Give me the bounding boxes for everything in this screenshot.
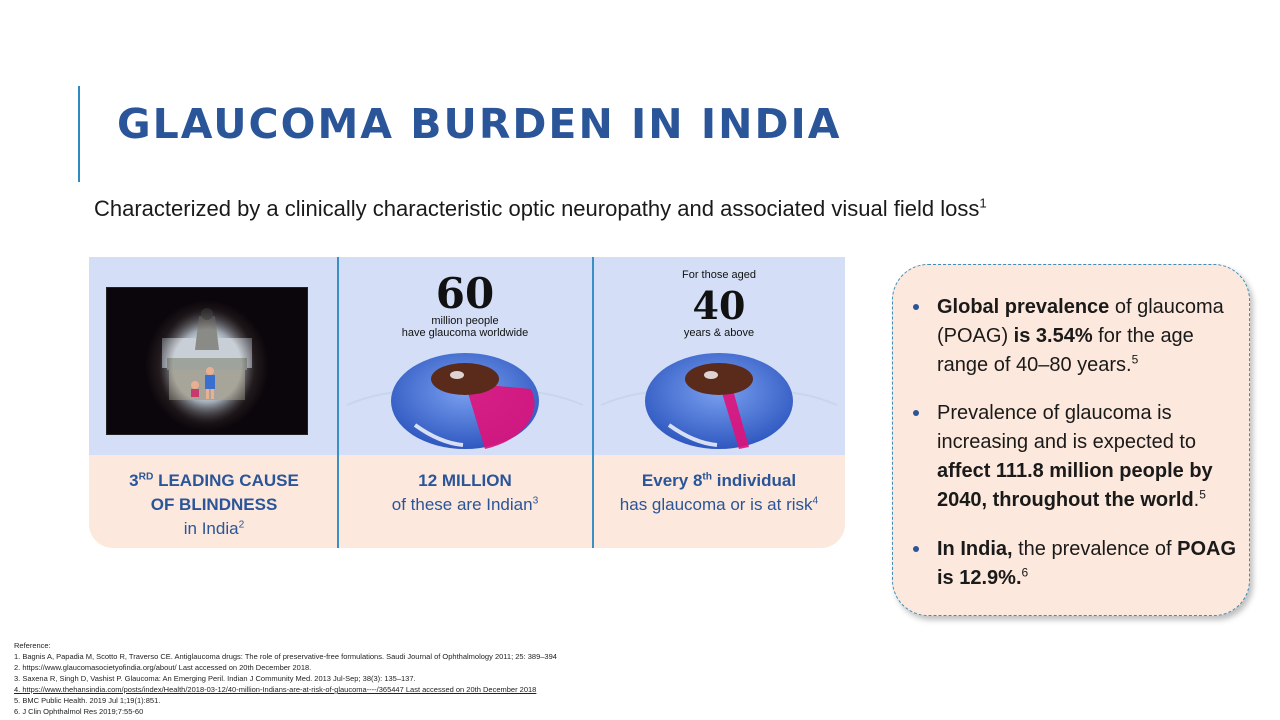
bullet-india-prevalence: In India, the prevalence of POAG is 12.9…: [913, 535, 1237, 593]
age-number: 40: [692, 283, 746, 328]
reference-item: 6. J Clin Ophthalmol Res 2019;7:55-60: [14, 707, 144, 716]
age-prefix: For those aged: [682, 269, 756, 281]
references: Reference: 1. Bagnis A, Papadia M, Scott…: [14, 640, 714, 717]
worldwide-label-b: have glaucoma worldwide: [401, 327, 529, 339]
reference-item: 1. Bagnis A, Papadia M, Scotto R, Traver…: [14, 652, 557, 661]
slide-subtitle: Characterized by a clinically characteri…: [94, 195, 987, 221]
eye-illustration-icon: [600, 353, 838, 449]
key-facts-box: Global prevalence of glaucoma (POAG) is …: [892, 264, 1250, 616]
worldwide-count: 60: [435, 269, 495, 318]
indian-count-caption: 12 MILLION of these are Indian3: [391, 471, 539, 514]
bullet-global-prevalence: Global prevalence of glaucoma (POAG) is …: [913, 293, 1237, 380]
title-accent-bar: [78, 86, 80, 182]
worldwide-label-a: million people: [431, 315, 499, 327]
vision-loss-photo: [106, 287, 308, 435]
column-divider: [592, 257, 594, 548]
reference-item: 3. Saxena R, Singh D, Vashist P. Glaucom…: [14, 674, 416, 683]
reference-item: 2. https://www.glaucomasocietyofindia.or…: [14, 663, 312, 672]
subtitle-ref: 1: [979, 195, 987, 211]
risk-caption: Every 8th individual has glaucoma or is …: [619, 471, 819, 514]
blindness-caption: 3RD LEADING CAUSE OF BLINDNESS in India2: [129, 471, 299, 538]
column-divider: [337, 257, 339, 548]
bullet-projection-2040: Prevalence of glaucoma is increasing and…: [913, 399, 1237, 515]
info-panel: 3RD LEADING CAUSE OF BLINDNESS in India2…: [89, 257, 845, 548]
eye-illustration-icon: [346, 353, 584, 449]
vision-loss-scene-icon: [162, 308, 252, 400]
reference-item: 5. BMC Public Health. 2019 Jul 1;19(1):8…: [14, 696, 161, 705]
references-heading: Reference:: [14, 641, 51, 650]
slide-title: GLAUCOMA BURDEN IN INDIA: [117, 100, 842, 148]
age-suffix: years & above: [683, 327, 755, 339]
reference-link[interactable]: 4. https://www.thehansindia.com/posts/in…: [14, 685, 537, 694]
